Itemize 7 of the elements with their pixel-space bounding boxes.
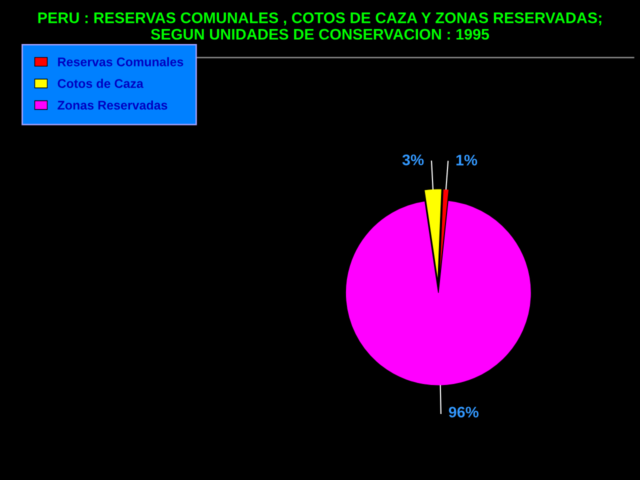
data-label: 3% — [402, 154, 424, 166]
legend-label: Cotos de Caza — [58, 78, 144, 88]
data-label: 1% — [456, 154, 478, 166]
legend-label: Reservas Comunales — [58, 57, 184, 66]
legend-label: Zonas Reservadas — [58, 100, 168, 110]
chart-title: PERU : RESERVAS COMUNALES , COTOS DE CAZA Y ZONAS RESERVADAS; SEGUN UNIDADES DE CONSERVACION : 1995 — [38, 12, 602, 40]
data-label: 96% — [448, 406, 479, 418]
